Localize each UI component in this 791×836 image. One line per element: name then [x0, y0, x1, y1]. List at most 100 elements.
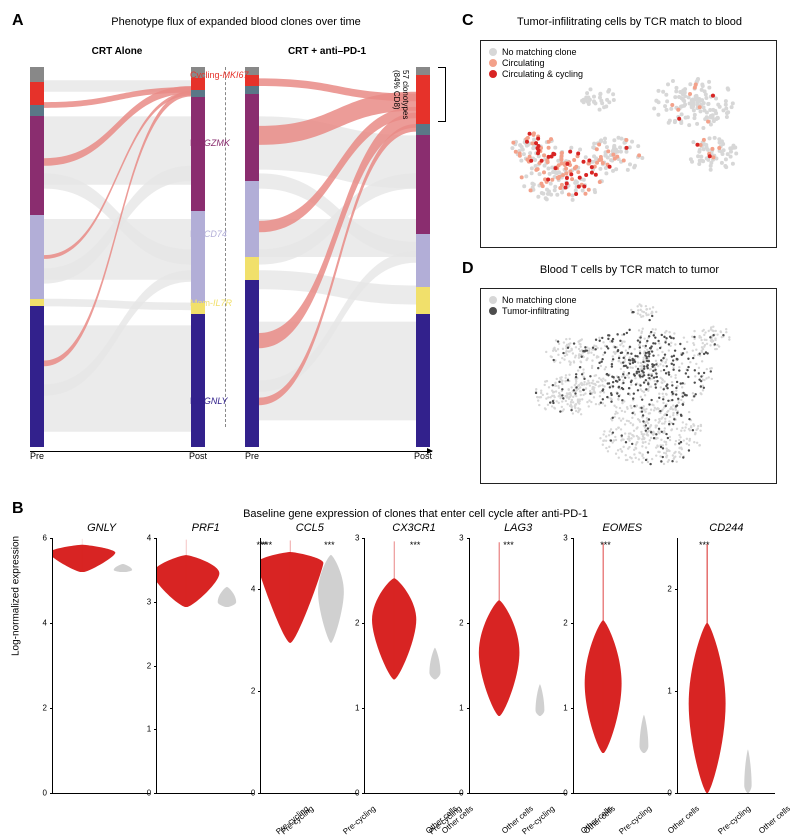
umap-point: [717, 137, 721, 141]
umap-point: [556, 176, 560, 180]
umap-point: [550, 178, 554, 182]
umap-point: [603, 430, 605, 432]
umap-point: [630, 437, 632, 439]
umap-point: [648, 355, 650, 357]
umap-point: [611, 153, 615, 157]
umap-point: [674, 377, 676, 379]
umap-point: [613, 157, 617, 161]
umap-point: [613, 439, 615, 441]
umap-point: [623, 371, 625, 373]
umap-point: [687, 123, 691, 127]
umap-point: [617, 360, 619, 362]
umap-point: [601, 389, 603, 391]
umap-point: [619, 150, 623, 154]
umap-point: [672, 414, 674, 416]
umap-point: [637, 153, 641, 157]
significance-stars: ***: [600, 540, 611, 550]
umap-point: [677, 398, 679, 400]
umap-point: [639, 384, 641, 386]
umap-point: [668, 420, 670, 422]
violin-svg: [574, 538, 671, 753]
umap-point: [611, 398, 613, 400]
umap-point: [625, 454, 627, 456]
umap-point: [663, 380, 665, 382]
umap-point: [634, 348, 636, 350]
umap-point: [526, 136, 530, 140]
umap-point: [569, 146, 573, 150]
umap-point: [564, 380, 566, 382]
umap-point: [575, 410, 577, 412]
umap-point: [561, 394, 563, 396]
umap-point: [605, 366, 607, 368]
umap-point: [586, 349, 588, 351]
umap-point: [588, 350, 590, 352]
umap-point: [614, 346, 616, 348]
umap-point: [679, 343, 681, 345]
umap-point: [598, 92, 602, 96]
umap-point: [626, 168, 630, 172]
umap-point: [566, 353, 568, 355]
umap-point: [685, 423, 687, 425]
umap-point: [695, 122, 699, 126]
panel-a-title: Phenotype flux of expanded blood clones …: [30, 16, 442, 28]
umap-point: [681, 427, 683, 429]
umap-point: [678, 447, 680, 449]
umap-point: [628, 387, 630, 389]
alluvial-crt: PrePost: [30, 67, 205, 447]
umap-point: [633, 393, 635, 395]
umap-point: [649, 439, 651, 441]
umap-point: [701, 360, 703, 362]
umap-point: [664, 427, 666, 429]
umap-point: [561, 388, 563, 390]
umap-point: [654, 336, 656, 338]
umap-point: [611, 365, 613, 367]
umap-point: [632, 397, 634, 399]
umap-point: [678, 434, 680, 436]
umap-point: [633, 453, 635, 455]
umap-point: [615, 439, 617, 441]
umap-point: [662, 357, 664, 359]
flow-ribbon: [44, 299, 191, 310]
legend-swatch: [489, 48, 497, 56]
umap-point: [549, 137, 553, 141]
umap-point: [711, 155, 715, 159]
umap-point: [580, 382, 582, 384]
umap-point: [643, 391, 645, 393]
umap-point: [636, 405, 638, 407]
umap-point: [551, 405, 553, 407]
umap-point: [682, 403, 684, 405]
umap-point: [659, 377, 661, 379]
umap-point: [699, 155, 703, 159]
umap-point: [536, 195, 540, 199]
umap-point: [618, 457, 620, 459]
umap-point: [694, 83, 698, 87]
umap-point: [622, 361, 624, 363]
umap-point: [694, 381, 696, 383]
umap-point: [540, 392, 542, 394]
umap-point: [648, 442, 650, 444]
legend-label: No matching clone: [502, 47, 577, 57]
umap-point: [588, 405, 590, 407]
umap-point: [619, 448, 621, 450]
umap-point: [642, 442, 644, 444]
umap-point: [708, 108, 712, 112]
umap-point: [559, 410, 561, 412]
y-tick: [467, 538, 470, 539]
umap-point: [594, 348, 596, 350]
x-label: Other cells: [579, 804, 614, 835]
umap-point: [698, 367, 700, 369]
umap-point: [724, 99, 728, 103]
umap-point: [539, 182, 543, 186]
umap-point: [669, 439, 671, 441]
umap-point: [613, 405, 615, 407]
umap-point: [645, 408, 647, 410]
umap-point: [643, 311, 645, 313]
umap-point: [643, 365, 645, 367]
umap-point: [611, 376, 613, 378]
umap-point: [658, 428, 660, 430]
umap-point: [648, 319, 650, 321]
y-tick-label: 2: [355, 619, 359, 628]
umap-point: [657, 365, 659, 367]
umap-point: [645, 446, 647, 448]
legend-c: No matching cloneCirculatingCirculating …: [489, 47, 583, 80]
